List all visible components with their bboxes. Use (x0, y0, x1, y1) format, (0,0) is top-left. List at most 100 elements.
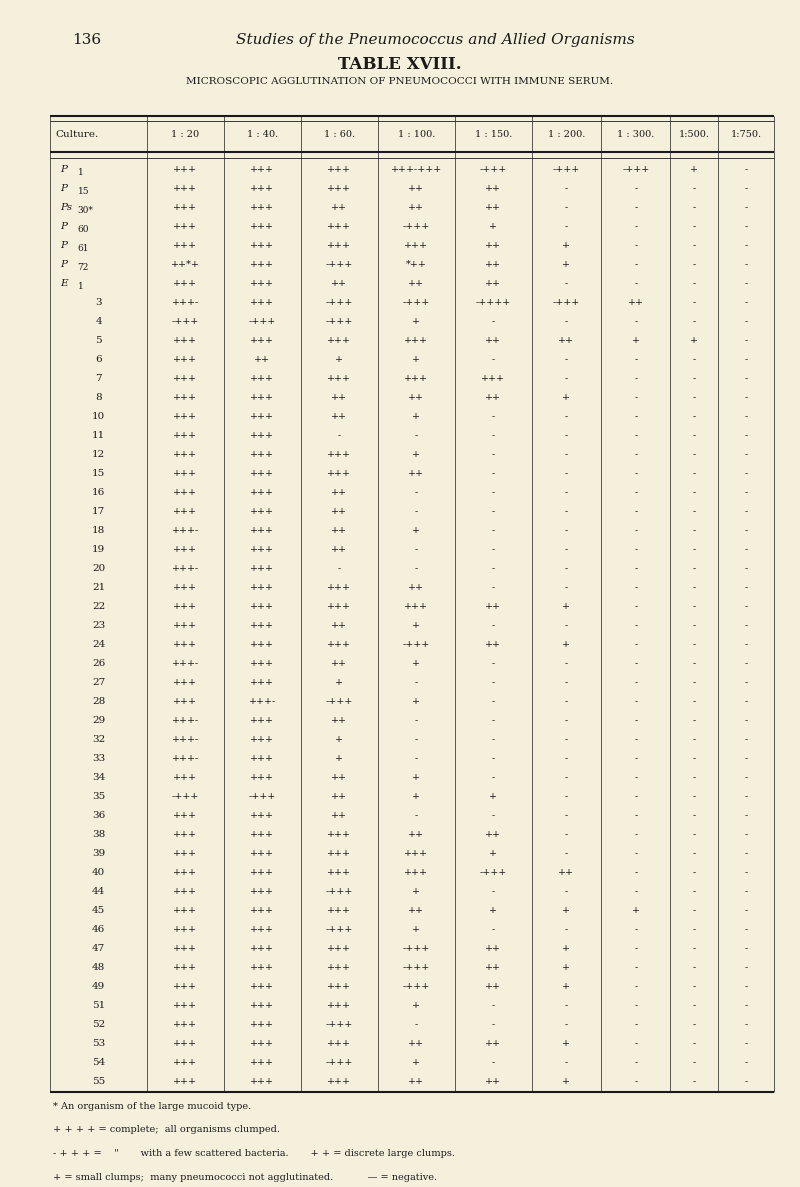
Text: -++++: -++++ (476, 298, 511, 307)
Text: Ps: Ps (60, 203, 72, 212)
Text: -: - (745, 260, 748, 269)
Text: -: - (634, 279, 638, 288)
Text: -: - (693, 583, 696, 592)
Text: +: + (412, 317, 420, 326)
Text: -: - (693, 811, 696, 820)
Text: +++: +++ (173, 1039, 197, 1048)
Text: -: - (693, 678, 696, 687)
Text: -: - (634, 393, 638, 402)
Text: -: - (565, 1020, 568, 1029)
Text: -: - (565, 412, 568, 421)
Text: +++: +++ (250, 773, 274, 782)
Text: -: - (565, 222, 568, 231)
Text: -: - (634, 545, 638, 554)
Text: -: - (745, 868, 748, 877)
Text: +++-+++: +++-+++ (390, 165, 442, 174)
Text: -: - (492, 621, 495, 630)
Text: -: - (565, 184, 568, 193)
Text: 7: 7 (95, 374, 102, 383)
Text: -: - (634, 526, 638, 535)
Text: +++: +++ (327, 374, 351, 383)
Text: -: - (565, 773, 568, 782)
Text: -: - (634, 1077, 638, 1086)
Text: -+++: -+++ (402, 640, 430, 649)
Text: +++: +++ (250, 1020, 274, 1029)
Text: -+++: -+++ (326, 298, 353, 307)
Text: +++: +++ (173, 583, 197, 592)
Text: -: - (492, 1001, 495, 1010)
Text: ++: ++ (331, 279, 347, 288)
Text: +++: +++ (173, 640, 197, 649)
Text: -: - (745, 564, 748, 573)
Text: + + + + = complete;  all organisms clumped.: + + + + = complete; all organisms clumpe… (53, 1125, 280, 1135)
Text: 35: 35 (92, 792, 105, 801)
Text: +++: +++ (250, 887, 274, 896)
Text: +: + (690, 336, 698, 345)
Text: +++: +++ (173, 184, 197, 193)
Text: 32: 32 (92, 735, 105, 744)
Text: +++: +++ (173, 393, 197, 402)
Text: -: - (745, 849, 748, 858)
Text: +++: +++ (327, 469, 351, 478)
Text: +++: +++ (173, 469, 197, 478)
Text: 51: 51 (92, 1001, 105, 1010)
Text: +: + (335, 735, 343, 744)
Text: P: P (60, 260, 67, 269)
Text: -: - (414, 716, 418, 725)
Text: -: - (745, 697, 748, 706)
Text: +++: +++ (327, 450, 351, 459)
Text: -: - (414, 545, 418, 554)
Text: -: - (634, 716, 638, 725)
Text: 26: 26 (92, 659, 105, 668)
Text: * An organism of the large mucoid type.: * An organism of the large mucoid type. (53, 1102, 251, 1111)
Text: +++: +++ (250, 716, 274, 725)
Text: +++: +++ (173, 925, 197, 934)
Text: +++: +++ (173, 906, 197, 915)
Text: +++: +++ (173, 811, 197, 820)
Text: ++: ++ (331, 716, 347, 725)
Text: ++: ++ (331, 659, 347, 668)
Text: 47: 47 (92, 944, 105, 953)
Text: +++: +++ (250, 241, 274, 250)
Text: 1 : 60.: 1 : 60. (324, 129, 354, 139)
Text: -+++: -+++ (326, 1020, 353, 1029)
Text: +++: +++ (173, 1058, 197, 1067)
Text: -: - (634, 374, 638, 383)
Text: +++: +++ (250, 906, 274, 915)
Text: -+++: -+++ (249, 317, 276, 326)
Text: ++: ++ (408, 203, 424, 212)
Text: -+++: -+++ (622, 165, 650, 174)
Text: -: - (745, 1020, 748, 1029)
Text: -: - (492, 659, 495, 668)
Text: -: - (634, 241, 638, 250)
Text: 55: 55 (92, 1077, 105, 1086)
Text: 19: 19 (92, 545, 105, 554)
Text: 17: 17 (92, 507, 105, 516)
Text: -: - (693, 830, 696, 839)
Text: -+++: -+++ (402, 963, 430, 972)
Text: -: - (492, 773, 495, 782)
Text: +++: +++ (250, 279, 274, 288)
Text: -: - (492, 450, 495, 459)
Text: -: - (745, 811, 748, 820)
Text: -: - (693, 526, 696, 535)
Text: +: + (562, 1077, 570, 1086)
Text: -: - (565, 754, 568, 763)
Text: -: - (693, 184, 696, 193)
Text: -: - (414, 754, 418, 763)
Text: -+++: -+++ (171, 317, 199, 326)
Text: -+++: -+++ (326, 1058, 353, 1067)
Text: +++: +++ (404, 374, 428, 383)
Text: -: - (693, 203, 696, 212)
Text: +++-: +++- (171, 659, 199, 668)
Text: -: - (634, 792, 638, 801)
Text: -+++: -+++ (326, 317, 353, 326)
Text: -: - (492, 545, 495, 554)
Text: -+++: -+++ (480, 868, 507, 877)
Text: -: - (693, 792, 696, 801)
Text: 1: 1 (78, 167, 83, 177)
Text: 52: 52 (92, 1020, 105, 1029)
Text: -: - (492, 925, 495, 934)
Text: +++: +++ (250, 1001, 274, 1010)
Text: -: - (565, 317, 568, 326)
